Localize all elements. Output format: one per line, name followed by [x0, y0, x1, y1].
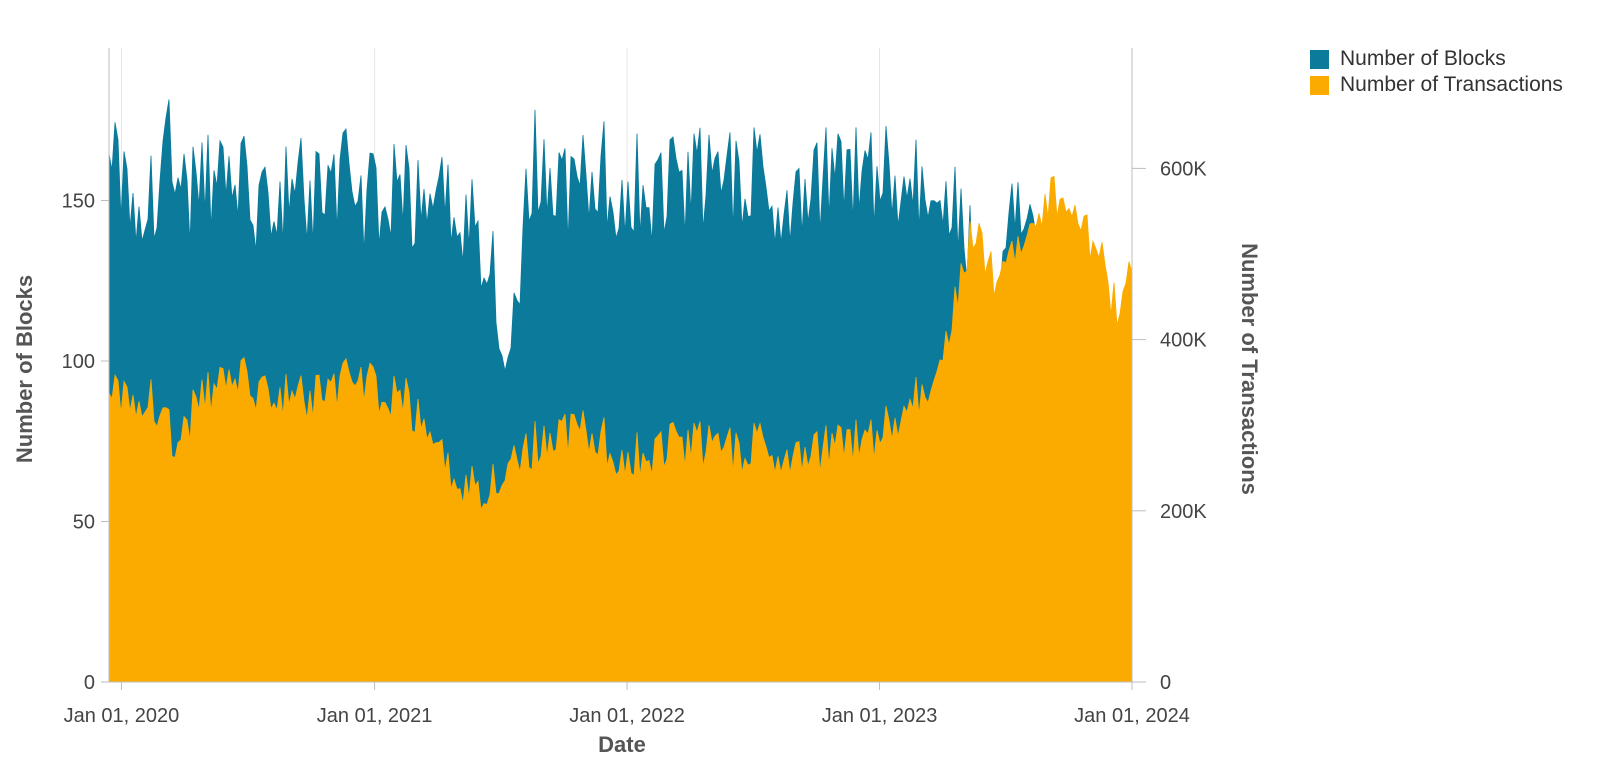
- x-tick-label: Jan 01, 2022: [569, 705, 685, 727]
- y-right-tick-label: 0: [1160, 672, 1171, 694]
- series-area-transactions: [108, 175, 1133, 683]
- axis-labels: 0 50 100 150 0 200K 400K 600K Jan 01, 2020 Jan 01…: [62, 158, 1208, 727]
- y-right-tick-label: 600K: [1160, 158, 1207, 180]
- y-left-tick-label: 0: [84, 672, 95, 694]
- y-right-tick-label: 400K: [1160, 330, 1207, 352]
- x-tick-label: Jan 01, 2020: [64, 705, 180, 727]
- y-left-tick-label: 50: [73, 512, 95, 534]
- y-left-axis-title: Number of Blocks: [12, 275, 37, 463]
- x-tick-label: Jan 01, 2021: [317, 705, 433, 727]
- x-axis-title: Date: [598, 732, 646, 757]
- legend-swatch-blocks: [1310, 49, 1329, 69]
- legend-label-transactions: Number of Transactions: [1340, 73, 1563, 96]
- legend-item-transactions[interactable]: Number of Transactions: [1310, 72, 1563, 98]
- x-tick-label: Jan 01, 2023: [822, 705, 938, 727]
- y-left-tick-label: 100: [62, 351, 95, 373]
- y-right-axis-title: Number of Transactions: [1237, 243, 1262, 495]
- axes: [101, 48, 1146, 690]
- series-areas: [108, 99, 1133, 683]
- legend-label-blocks: Number of Blocks: [1340, 47, 1506, 70]
- chart-legend: Number of Blocks Number of Transactions: [1310, 46, 1563, 98]
- y-right-tick-label: 200K: [1160, 501, 1207, 523]
- legend-swatch-transactions: [1310, 75, 1329, 95]
- x-tick-label: Jan 01, 2024: [1074, 705, 1190, 727]
- y-left-tick-label: 150: [62, 191, 95, 213]
- legend-item-blocks[interactable]: Number of Blocks: [1310, 46, 1563, 72]
